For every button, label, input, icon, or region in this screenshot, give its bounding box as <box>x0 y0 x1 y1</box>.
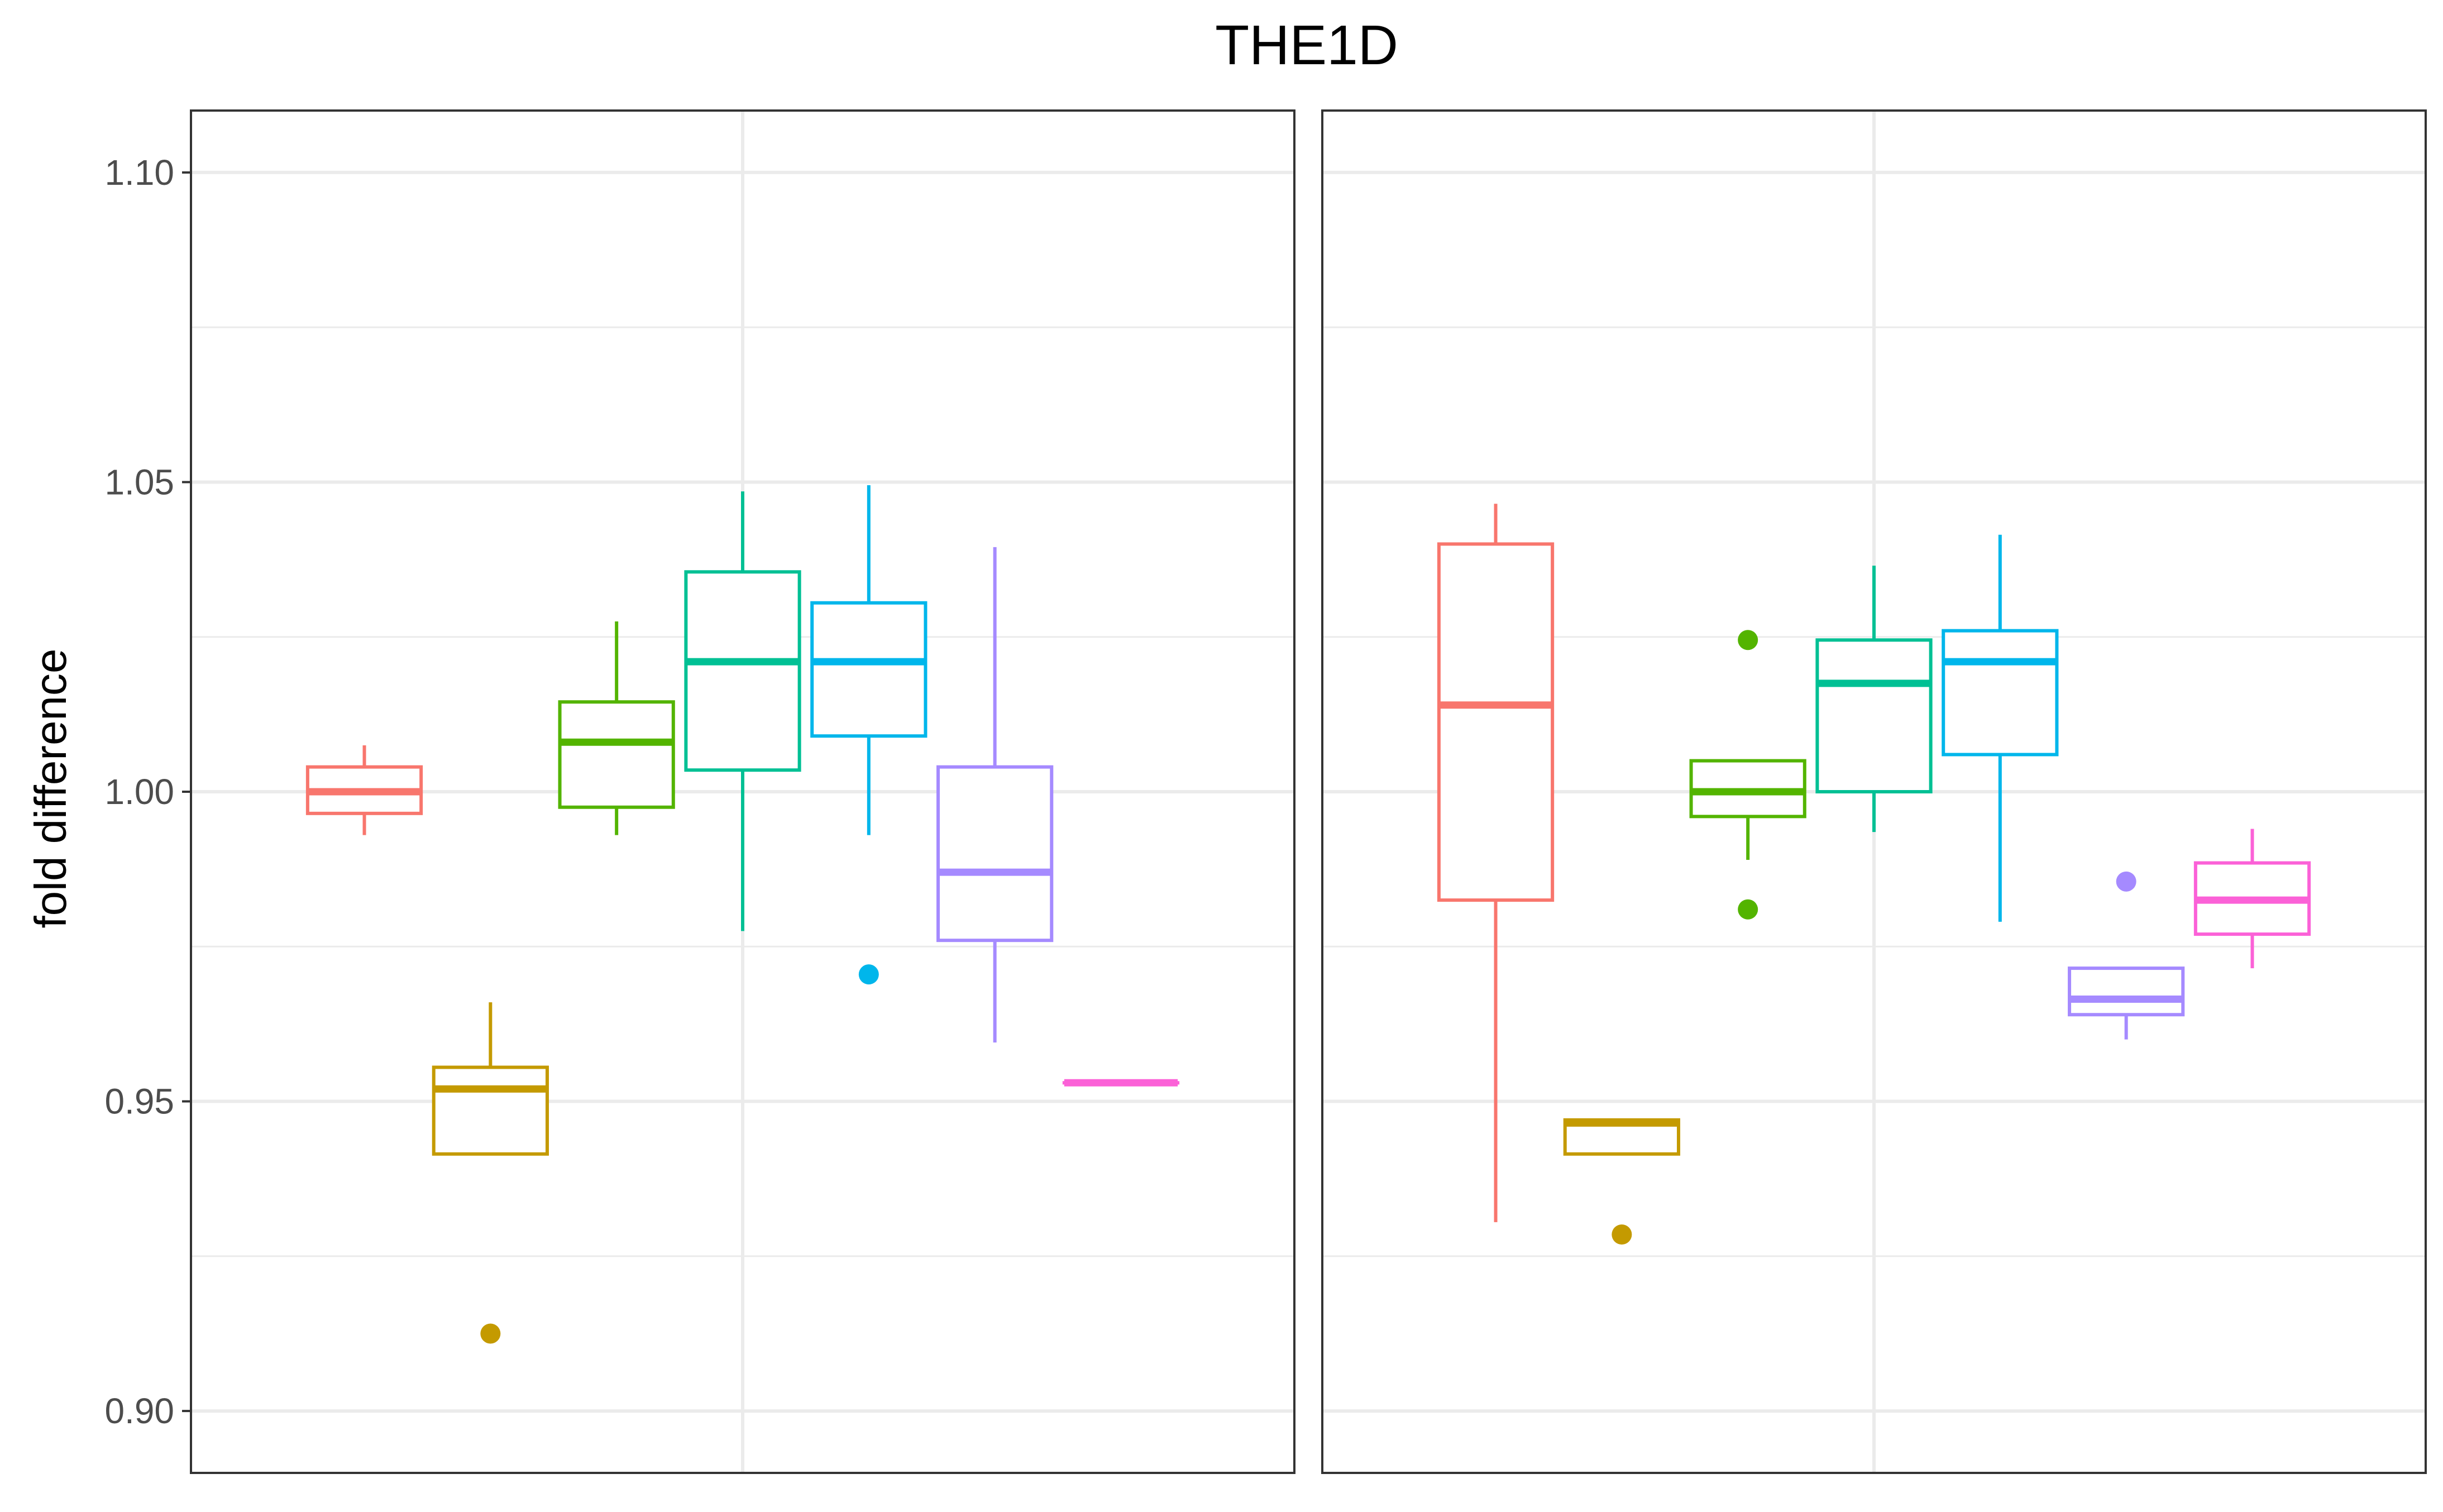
box-body <box>686 572 799 770</box>
y-axis-label: fold difference <box>26 648 75 928</box>
y-tick-label: 1.00 <box>104 772 174 812</box>
plot-layer: 0.90 0.95 1.00 1.05 1.10 <box>104 111 2426 1473</box>
box-body <box>434 1068 547 1154</box>
outlier-point <box>1738 899 1758 920</box>
box-body <box>2069 968 2183 1015</box>
box-body <box>1943 631 2057 755</box>
box-body <box>1817 640 1930 792</box>
outlier-point <box>1612 1224 1632 1245</box>
y-tick-label: 1.05 <box>104 462 174 502</box>
y-tick-label: 0.90 <box>104 1391 174 1431</box>
y-tick-label: 1.10 <box>104 152 174 193</box>
chart-title: THE1D <box>1215 14 1398 76</box>
box-body <box>560 702 673 807</box>
outlier-point <box>1738 630 1758 650</box>
y-tick-label: 0.95 <box>104 1082 174 1122</box>
outlier-point <box>859 964 879 984</box>
outlier-point <box>480 1323 500 1343</box>
outlier-point <box>2116 872 2136 892</box>
box-body <box>812 603 925 736</box>
box-body <box>938 767 1051 941</box>
box-body <box>1439 544 1552 900</box>
